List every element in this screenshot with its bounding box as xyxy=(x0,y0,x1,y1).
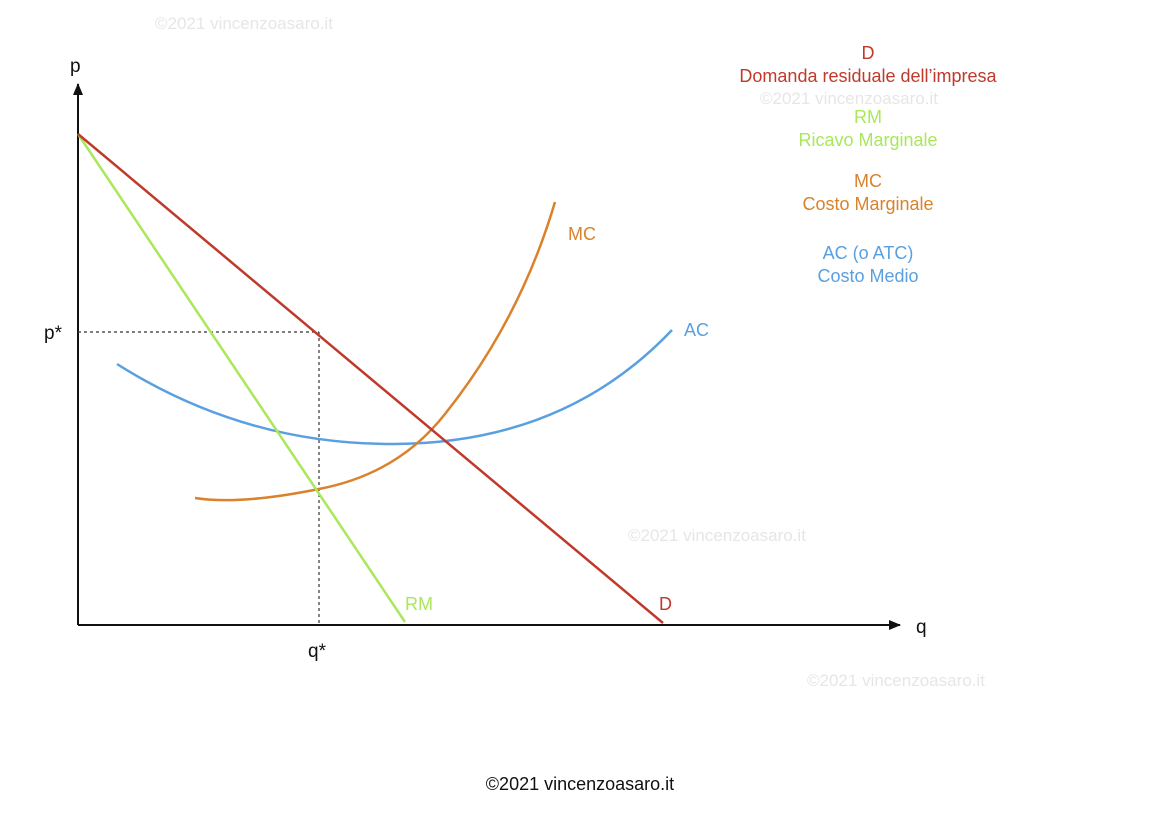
marginal-cost-curve xyxy=(194,201,557,502)
p-star-label: p* xyxy=(44,323,63,344)
demand-curve xyxy=(77,133,664,624)
average-cost-curve xyxy=(116,329,673,446)
marginal-revenue-curve-label: RM xyxy=(405,594,433,614)
x-axis-label: q xyxy=(916,617,927,638)
watermark-top: ©2021 vincenzoasaro.it xyxy=(155,14,333,33)
legend-demand-symbol: D xyxy=(862,43,875,63)
marginal-revenue-curve xyxy=(76,133,407,623)
legend-demand-description: Domanda residuale dell’impresa xyxy=(739,66,997,86)
demand-curve-label: D xyxy=(659,594,672,614)
legend: D Domanda residuale dell’impresa RM Rica… xyxy=(739,43,997,286)
copyright-notice: ©2021 vincenzoasaro.it xyxy=(486,774,674,794)
y-axis-label: p xyxy=(70,56,81,77)
watermark-bottom: ©2021 vincenzoasaro.it xyxy=(807,671,985,690)
legend-marginal-revenue-description: Ricavo Marginale xyxy=(798,130,937,150)
legend-average-cost-symbol: AC (o ATC) xyxy=(823,243,914,263)
legend-marginal-cost-symbol: MC xyxy=(854,171,882,191)
marginal-cost-curve-label: MC xyxy=(568,224,596,244)
average-cost-curve-label: AC xyxy=(684,320,709,340)
legend-marginal-revenue-symbol: RM xyxy=(854,107,882,127)
watermark-legend: ©2021 vincenzoasaro.it xyxy=(760,89,938,108)
q-star-label: q* xyxy=(308,641,327,662)
legend-marginal-cost-description: Costo Marginale xyxy=(802,194,933,214)
legend-average-cost-description: Costo Medio xyxy=(817,266,918,286)
watermark-middle: ©2021 vincenzoasaro.it xyxy=(628,526,806,545)
